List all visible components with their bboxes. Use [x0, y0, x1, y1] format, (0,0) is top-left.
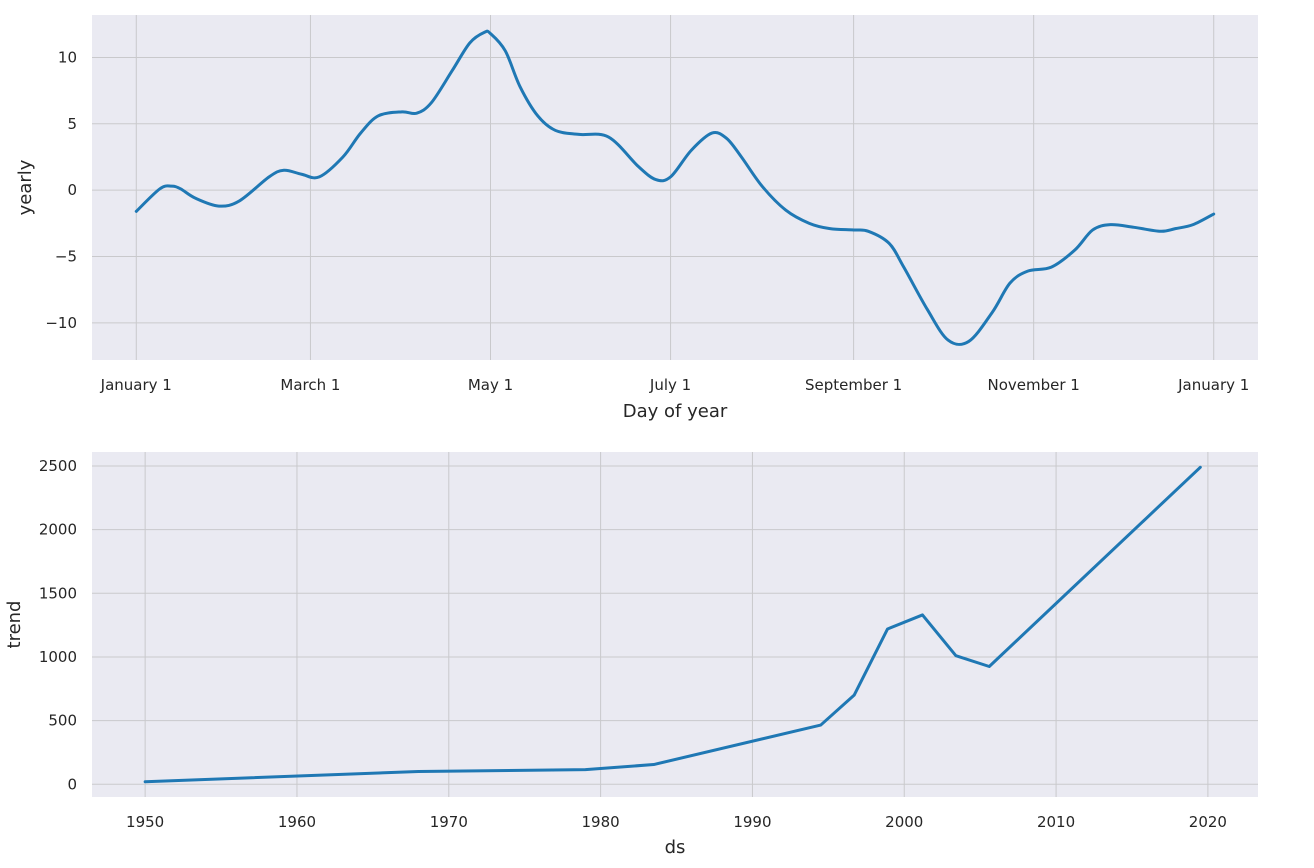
x-tick-label: 1970	[430, 813, 468, 831]
x-tick-label: 1960	[278, 813, 316, 831]
x-tick-label: July 1	[649, 376, 691, 394]
x-tick-label: November 1	[987, 376, 1079, 394]
y-tick-label: 1500	[39, 584, 77, 602]
yearly-series-line	[134, 29, 1216, 346]
x-tick-label: 1950	[126, 813, 164, 831]
y-axis-label: yearly	[15, 159, 36, 215]
x-tick-label: January 1	[1177, 376, 1249, 394]
y-tick-label: 0	[67, 181, 77, 199]
plot-area	[92, 15, 1258, 360]
x-tick-label: May 1	[468, 376, 513, 394]
y-tick-label: 2000	[39, 521, 77, 539]
trend-series-line	[143, 465, 1202, 784]
x-tick-label: September 1	[805, 376, 902, 394]
x-tick-label: 1990	[733, 813, 771, 831]
y-tick-label: 2500	[39, 457, 77, 475]
y-tick-label: 0	[67, 775, 77, 793]
y-tick-label: 500	[48, 712, 77, 730]
y-tick-label: 5	[67, 115, 77, 133]
x-axis-label: Day of year	[623, 401, 728, 422]
x-tick-label: 2010	[1037, 813, 1075, 831]
plot-area	[92, 452, 1258, 797]
x-tick-label: March 1	[280, 376, 340, 394]
x-tick-label: 1980	[582, 813, 620, 831]
y-tick-label: 10	[58, 48, 77, 66]
y-tick-label: −10	[45, 314, 77, 332]
x-axis-label: ds	[665, 837, 686, 858]
y-tick-label: −5	[55, 248, 77, 266]
yearly-chart: January 1 March 1 May 1 July 1 September 1 No…	[15, 15, 1258, 422]
x-tick-label: January 1	[100, 376, 172, 394]
x-tick-label: 2020	[1189, 813, 1227, 831]
y-tick-label: 1000	[39, 648, 77, 666]
trend-chart: 1950 1960 1970 1980 1990 2000 2010 2020 0 500 1000…	[4, 452, 1258, 858]
y-axis-label: trend	[4, 601, 25, 649]
x-tick-label: 2000	[885, 813, 923, 831]
